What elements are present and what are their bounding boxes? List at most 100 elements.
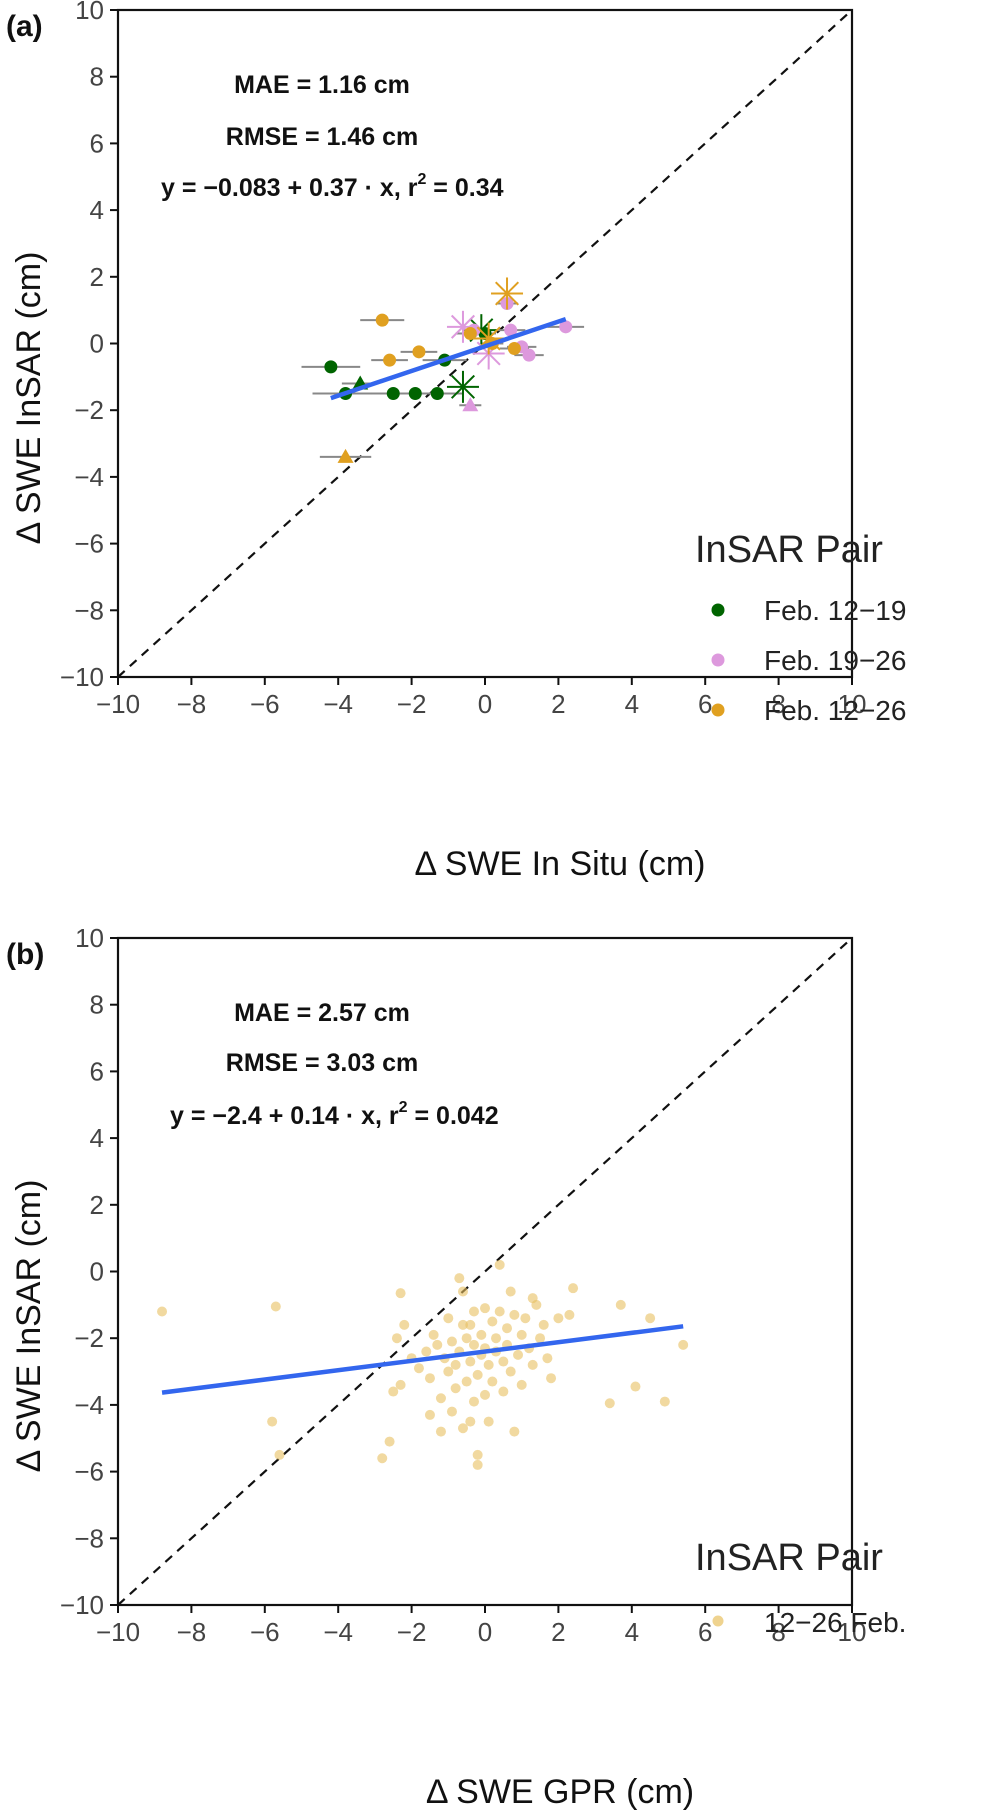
point-12-26-feb [476,1329,487,1340]
panel-b-ytick-label: 6 [90,1056,104,1086]
point-feb-19-26 [522,348,536,362]
point-12-26-feb [395,1288,406,1299]
panel-a-mae: MAE = 1.16 cm [234,71,410,99]
point-12-26-feb [527,1359,538,1370]
panel-b-xtick-label: −6 [250,1617,280,1647]
point-12-26-feb [480,1303,490,1314]
point-12-26-feb [516,1379,527,1390]
point-12-26-feb [487,1376,498,1387]
point-feb-12-19 [408,387,422,401]
point-12-26-feb [461,1376,472,1387]
panel-a-xtick-label: −4 [323,689,353,719]
point-12-26-feb [454,1273,465,1284]
panel-b-ytick-label: 10 [75,923,104,953]
point-12-26-feb [516,1329,527,1340]
point-feb-19-26 [559,320,573,334]
panel-a-ytick-label: 0 [90,329,104,359]
point-12-26-feb [443,1366,454,1377]
panel-b-xtick-label: 6 [698,1617,712,1647]
panel-a-ytick-label: 10 [75,0,104,25]
triangle-point-feb-12-26 [337,448,354,463]
legend-label-feb-12-26: Feb. 12−26 [764,695,906,726]
panel-a-x-axis-title: Δ SWE In Situ (cm) [415,845,706,883]
panel-a-r2-exponent: 2 [417,171,426,188]
point-12-26-feb [546,1373,557,1384]
point-12-26-feb [498,1386,509,1397]
panel-a-ytick-label: −4 [74,462,104,492]
point-12-26-feb [388,1386,399,1397]
point-12-26-feb [513,1349,524,1360]
panel-b-stats: MAE = 2.57 cm RMSE = 3.03 cm y = −2.4 + … [170,999,499,1130]
panel-b-ytick-label: 8 [90,990,104,1020]
point-12-26-feb [505,1286,516,1297]
point-12-26-feb [428,1329,439,1340]
panel-b-legend-title: InSAR Pair [695,1537,883,1579]
panel-b-ytick-label: 4 [90,1123,104,1153]
panel-b-xtick-label: −8 [177,1617,207,1647]
point-12-26-feb [270,1301,281,1312]
point-feb-12-26 [463,326,477,340]
point-feb-19-26 [504,323,518,337]
panel-b-ticks: −10 −8 −6 −4 −2 0 2 4 6 8 10 10 8 6 4 2 0 −2 −4 −6 −8 −10 [60,923,867,1647]
point-12-26-feb [435,1426,446,1437]
point-12-26-feb [413,1363,424,1374]
panel-b-legend: InSAR Pair 12−26 Feb. [695,1537,906,1638]
legend-marker-12-26-feb [712,1615,724,1627]
panel-b-xtick-label: −4 [323,1617,353,1647]
panel-a-xtick-label: −10 [96,689,140,719]
point-12-26-feb [553,1313,564,1324]
panel-b-data-points [157,1259,689,1470]
point-12-26-feb [542,1353,553,1364]
point-12-26-feb [538,1319,549,1330]
point-12-26-feb [435,1393,446,1404]
point-12-26-feb [421,1346,432,1357]
panel-a-legend-title: InSAR Pair [695,529,883,571]
panel-a-r2-value: = 0.34 [426,174,503,202]
point-12-26-feb [615,1299,626,1310]
panel-b-xtick-label: 2 [551,1617,565,1647]
panel-a: (a) −10 −8 −6 −4 −2 0 2 4 6 8 101086420−2−4−6−8−10… [6,0,906,883]
panel-a-stats: MAE = 1.16 cm RMSE = 1.46 cm y = −0.083 … [161,71,504,202]
point-12-26-feb [505,1366,516,1377]
panel-a-xtick-label: 10 [838,689,867,719]
point-feb-12-26 [375,313,389,327]
panel-a-xtick-label: 4 [625,689,639,719]
legend-label-feb-19-26: Feb. 19−26 [764,645,906,676]
point-12-26-feb [509,1426,520,1437]
point-12-26-feb [267,1416,278,1427]
panel-a-ytick-label: −2 [74,395,104,425]
panel-b: (b) −10 −8 −6 −4 −2 0 2 4 6 8 101086420−2−4−6−8−10… [6,923,906,1811]
point-12-26-feb [494,1259,505,1270]
panel-a-xtick-label: 8 [771,689,785,719]
panel-a-ytick-label: −10 [60,662,104,692]
panel-b-x-axis-title: Δ SWE GPR (cm) [426,1773,694,1811]
point-feb-12-19 [430,387,444,401]
panel-a-ytick-label: −6 [74,529,104,559]
panel-a-y-axis-title: Δ SWE InSAR (cm) [10,252,48,545]
point-12-26-feb [424,1409,435,1420]
panel-a-equation-main: y = −0.083 + 0.37 · x, r [161,174,418,202]
panel-b-identity-line [117,937,853,1606]
point-12-26-feb [604,1398,615,1409]
point-12-26-feb [465,1416,476,1427]
point-12-26-feb [678,1339,689,1350]
point-12-26-feb [465,1319,476,1330]
legend-label-12-26-feb: 12−26 Feb. [764,1607,906,1638]
point-12-26-feb [457,1286,468,1297]
triangle-point-feb-19-26 [462,397,479,412]
panel-a-ytick-label: 8 [90,62,104,92]
point-12-26-feb [480,1389,490,1400]
point-12-26-feb [384,1436,395,1447]
panel-b-one-to-one-line [117,937,853,1606]
point-12-26-feb [465,1356,476,1367]
point-feb-12-26 [507,342,521,356]
point-12-26-feb [491,1333,502,1344]
panel-b-xtick-label: 0 [478,1617,492,1647]
panel-a-ytick-label: 4 [90,195,104,225]
panel-a-regression [330,316,567,401]
point-12-26-feb [457,1319,468,1330]
point-12-26-feb [468,1339,479,1350]
point-feb-12-19 [324,360,338,374]
point-12-26-feb [531,1299,542,1310]
